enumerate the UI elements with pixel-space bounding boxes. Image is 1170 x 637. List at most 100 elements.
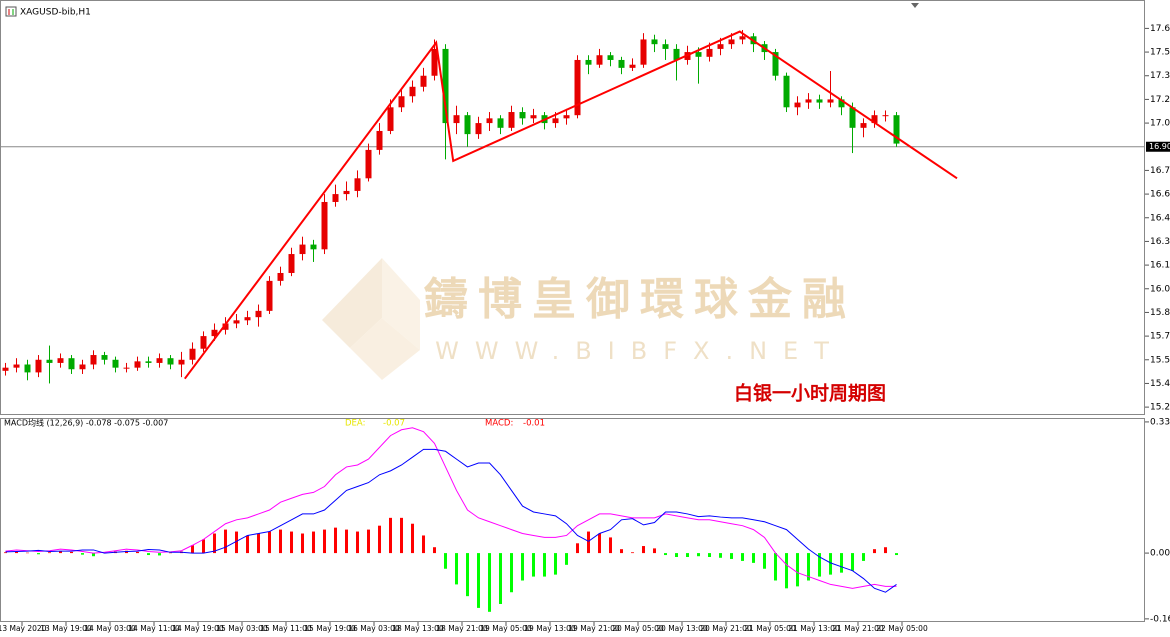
x-tick-label: 15 May 19:00 — [304, 624, 356, 633]
macd-bar — [81, 553, 85, 555]
candle-body — [893, 115, 900, 144]
candle-body — [266, 280, 273, 311]
candle-body — [46, 359, 53, 363]
macd-bar — [576, 543, 580, 554]
macd-bar — [554, 553, 558, 575]
candle-body — [717, 44, 724, 49]
candle-body — [530, 115, 537, 119]
candle-body — [662, 44, 669, 49]
macd-bar — [15, 551, 19, 554]
macd-bar — [642, 546, 646, 554]
macd-bar — [345, 529, 349, 554]
candle-body — [651, 39, 658, 45]
y-tick-label: 17.05 — [1150, 119, 1170, 129]
x-tick-label: 20 May 05:00 — [612, 624, 664, 633]
macd-bar — [202, 539, 206, 554]
macd-bar — [818, 553, 822, 577]
y-tick-label: 17.50 — [1150, 48, 1170, 58]
indicator-value: -0.07 — [383, 419, 405, 429]
indicator-label: DEA: — [345, 419, 365, 429]
macd-bar — [169, 552, 173, 554]
macd-bar — [136, 551, 140, 554]
candle-body — [332, 194, 339, 202]
macd-bar — [279, 529, 283, 554]
macd-panel-frame — [0, 418, 1145, 622]
macd-bar — [851, 553, 855, 571]
candle-body — [233, 320, 240, 324]
macd-bar — [26, 552, 30, 554]
macd-bar — [147, 553, 151, 556]
macd-bar — [488, 553, 492, 612]
candle-body — [189, 348, 196, 360]
macd-bar — [510, 553, 514, 593]
candle-body — [409, 86, 416, 97]
macd-bar — [59, 551, 63, 554]
macd-bar — [565, 553, 569, 565]
candle-body — [783, 75, 790, 108]
watermark-url: WWW.BIBFX.NET — [435, 337, 845, 365]
candle-body — [387, 107, 394, 131]
macd-bar — [598, 533, 602, 554]
y-tick-label: -0.168 — [1150, 614, 1170, 624]
candle-body — [222, 323, 229, 330]
y-tick-label: 16.75 — [1150, 166, 1170, 176]
candle-body — [464, 115, 471, 135]
macd-bar — [48, 552, 52, 554]
candle-body — [145, 361, 152, 363]
candle-body — [772, 52, 779, 76]
candle-body — [442, 48, 449, 124]
candle-body — [519, 112, 526, 119]
candle-body — [849, 107, 856, 128]
x-tick-label: 22 May 05:00 — [876, 624, 928, 633]
candle-body — [167, 358, 174, 365]
macd-bar — [796, 553, 800, 587]
y-tick-label: 0.00 — [1150, 549, 1170, 559]
candle-body — [178, 359, 185, 365]
candle-body — [486, 118, 493, 124]
candle-body — [794, 102, 801, 108]
candle-body — [871, 115, 878, 124]
candle-body — [695, 52, 702, 57]
macd-bar — [675, 553, 679, 558]
x-tick-label: 18 May 21:00 — [436, 624, 488, 633]
macd-bar — [367, 529, 371, 554]
candle-body — [299, 244, 306, 255]
candle-body — [706, 48, 713, 57]
macd-bar — [763, 553, 767, 569]
macd-bar — [455, 553, 459, 585]
candle-body — [552, 118, 559, 124]
indicator-value: -0.01 — [523, 419, 545, 429]
candle-body — [607, 55, 614, 60]
candle-body — [860, 123, 867, 128]
macd-bar — [400, 517, 404, 554]
candle-body — [365, 149, 372, 179]
x-tick-label: 14 May 11:00 — [128, 624, 180, 633]
candle-body — [134, 361, 141, 368]
macd-bar — [37, 553, 41, 555]
candle-body — [508, 112, 515, 128]
macd-bar — [620, 549, 624, 554]
macd-bar — [334, 527, 338, 554]
candle-body — [673, 48, 680, 60]
candle-body — [343, 190, 350, 195]
macd-bar — [741, 553, 745, 561]
macd-line — [5, 427, 897, 589]
macd-bar — [213, 533, 217, 554]
candle-body — [728, 39, 735, 45]
candle-body — [398, 96, 405, 108]
candle-body — [57, 358, 64, 363]
trendline — [184, 30, 958, 380]
candle-body — [244, 317, 251, 321]
candle-body — [255, 310, 262, 318]
macd-bar — [411, 523, 415, 554]
macd-bar — [301, 533, 305, 554]
candle-body — [585, 59, 592, 65]
candle-body — [112, 359, 119, 368]
candle-body — [497, 118, 504, 128]
macd-bar — [312, 531, 316, 554]
annotation: 白银一小时周期图 — [734, 382, 886, 405]
candle-body — [13, 364, 20, 368]
current-price-label: 16.90 — [1149, 142, 1170, 151]
candle-body — [24, 364, 31, 373]
